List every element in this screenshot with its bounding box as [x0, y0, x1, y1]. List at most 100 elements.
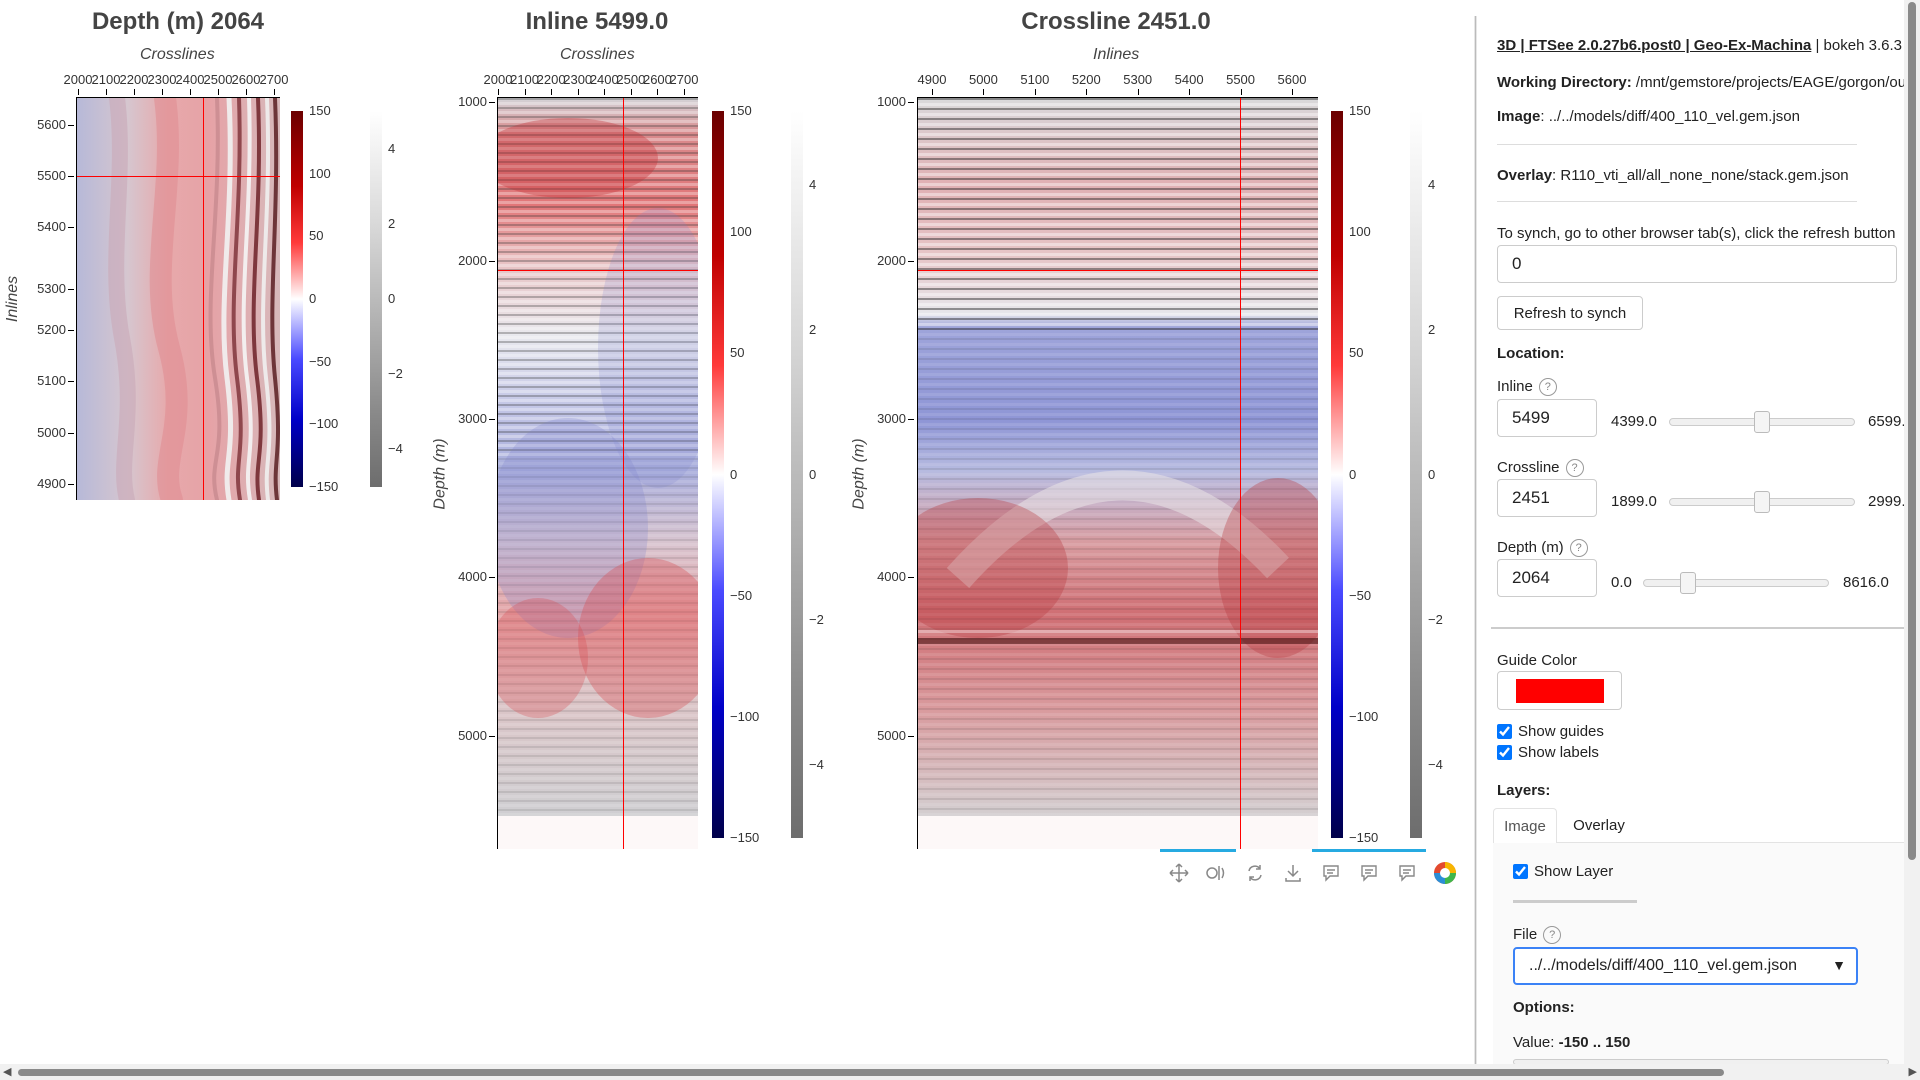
inline-section-x-axis — [497, 97, 698, 98]
show-labels-checkbox[interactable]: Show labels — [1497, 744, 1599, 761]
show-labels-input[interactable] — [1497, 745, 1512, 760]
inline-section-gray-tick: 4 — [809, 177, 817, 192]
crossline-label-row: Crossline? — [1497, 459, 1584, 478]
vertical-scrollbar[interactable] — [1904, 0, 1920, 1064]
hover-icon-3[interactable] — [1388, 849, 1426, 890]
inline-section-diverging-tick: 150 — [730, 103, 752, 118]
inline-section-seismic — [498, 98, 698, 816]
inline-section-y-axis — [497, 97, 498, 849]
options-label: Options: — [1513, 999, 1575, 1016]
depth-slider[interactable] — [1643, 579, 1829, 587]
crossline-input[interactable]: 2451 — [1497, 479, 1597, 517]
inline-section-diverging-tick: −50 — [730, 587, 753, 603]
inline-section-ytick-mark — [489, 736, 495, 737]
depth-slice-ytick-mark — [68, 484, 74, 485]
location-label: Location: — [1497, 345, 1565, 362]
inline-help-icon[interactable]: ? — [1538, 378, 1557, 397]
show-layer-input[interactable] — [1513, 864, 1528, 879]
crossline-section-xtick: 5400 — [1174, 72, 1204, 87]
app-header-bold: 3D | FTSee 2.0.27b6.post0 | Geo-Ex-Machi… — [1497, 37, 1812, 54]
wheel-zoom-icon[interactable] — [1198, 849, 1236, 890]
crossline-section-xtick: 4900 — [917, 72, 947, 87]
bokeh-logo-icon[interactable] — [1426, 856, 1464, 890]
inline-slider-handle[interactable] — [1754, 411, 1770, 433]
synch-input[interactable]: 0 — [1497, 245, 1897, 283]
depth-slice-xtick: 2700 — [259, 72, 289, 87]
depth-slice-xtick: 2100 — [91, 72, 121, 87]
crossline-section-ylabel: Depth (m) — [850, 438, 868, 510]
depth-slice-ytick-mark — [68, 227, 74, 228]
pan-icon[interactable] — [1160, 849, 1198, 890]
crossline-section-title: Crossline 2451.0 — [1021, 8, 1211, 35]
depth-input[interactable]: 2064 — [1497, 559, 1597, 597]
depth-slice-diverging-tick: 150 — [309, 103, 331, 118]
inline-section-xtick: 2100 — [510, 72, 540, 87]
crossline-section-ytick-mark — [908, 577, 914, 578]
depth-slice-ytick: 5100 — [37, 373, 66, 388]
show-layer-checkbox[interactable]: Show Layer — [1513, 863, 1613, 880]
inline-section-diverging-tick: 100 — [730, 224, 752, 240]
depth-slice-diverging-tick: 100 — [309, 165, 331, 181]
inline-section-diverging-tick: 50 — [730, 345, 745, 361]
file-label-row: File? — [1513, 926, 1562, 945]
depth-slice-image[interactable] — [77, 98, 280, 500]
inline-section-xlabel: Crosslines — [560, 46, 635, 63]
tab-overlay[interactable]: Overlay — [1573, 816, 1625, 834]
depth-slice-xtick-mark — [106, 89, 107, 95]
inline-section-xtick-mark — [630, 89, 632, 95]
scroll-right-icon[interactable]: ▶ — [1908, 1066, 1917, 1078]
depth-slice-gray-tick: −4 — [388, 441, 403, 456]
inline-section-xtick: 2700 — [669, 72, 699, 87]
inline-section-diverging-tick: 0 — [730, 466, 738, 482]
tab-image[interactable]: Image — [1493, 808, 1557, 844]
scroll-left-icon[interactable]: ◀ — [3, 1066, 12, 1078]
save-icon[interactable] — [1274, 856, 1312, 890]
hover-icon-1[interactable] — [1312, 849, 1350, 890]
layers-tabs: Image Overlay — [1493, 808, 1907, 844]
inline-section-xtick-mark — [604, 89, 606, 95]
inline-section-xtick: 2600 — [642, 72, 672, 87]
depth-slider-handle[interactable] — [1679, 572, 1696, 594]
depth-slice-xtick-mark — [218, 89, 219, 95]
horizontal-scrollbar-thumb[interactable] — [18, 1069, 1724, 1076]
depth-slice-xtick-mark — [246, 89, 247, 95]
crossline-section-xtick-mark — [1034, 89, 1036, 95]
depth-slice-ytick-mark — [68, 289, 74, 290]
working-dir-value: /mnt/gemstore/projects/EAGE/gorgon/ou — [1631, 74, 1904, 91]
crossline-section-xtick-mark — [1086, 89, 1088, 95]
crossline-slider-handle[interactable] — [1754, 491, 1770, 513]
inline-section-image[interactable] — [498, 98, 698, 849]
inline-section-diverging-colorbar — [712, 111, 724, 838]
depth-slice-title: Depth (m) 2064 — [91, 8, 265, 35]
vertical-scrollbar-thumb[interactable] — [1908, 2, 1916, 860]
crossline-section-gray-tick: 2 — [1428, 322, 1436, 337]
file-select[interactable]: ../../models/diff/400_110_vel.gem.json ▼ — [1513, 947, 1858, 985]
inline-section-diverging-tick: −100 — [730, 708, 760, 724]
horizontal-scrollbar[interactable]: ◀ ▶ — [0, 1064, 1920, 1080]
plot-toolbar — [1160, 849, 1464, 894]
show-guides-checkbox[interactable]: Show guides — [1497, 723, 1604, 740]
guide-color-label: Guide Color — [1497, 652, 1578, 669]
reset-icon[interactable] — [1236, 856, 1274, 890]
inline-input[interactable]: 5499 — [1497, 399, 1597, 437]
depth-slice-ytick-mark — [68, 176, 74, 177]
crossline-section-ytick: 3000 — [877, 411, 906, 426]
crossline-section-xtick-mark — [1137, 89, 1139, 95]
overlay-value: : R110_vti_all/all_none_none/stack.gem.j… — [1552, 167, 1849, 184]
inline-section-ytick-mark — [489, 577, 495, 578]
hover-icon-2[interactable] — [1350, 849, 1388, 890]
file-select-value: ../../models/diff/400_110_vel.gem.json — [1529, 957, 1798, 974]
depth-slice-diverging-tick: 50 — [309, 228, 324, 244]
file-help-icon[interactable]: ? — [1543, 926, 1562, 945]
inline-section-xtick-mark — [498, 89, 499, 95]
crossline-section-ytick-mark — [908, 261, 914, 262]
refresh-button[interactable]: Refresh to synch — [1497, 296, 1643, 330]
crossline-section-diverging-tick: −100 — [1349, 708, 1379, 724]
guide-color-picker[interactable] — [1497, 671, 1622, 710]
depth-help-icon[interactable]: ? — [1569, 539, 1588, 558]
crossline-section-image[interactable] — [918, 98, 1318, 849]
crossline-help-icon[interactable]: ? — [1565, 459, 1584, 478]
crossline-section-xtick-mark — [932, 89, 933, 95]
show-guides-input[interactable] — [1497, 724, 1512, 739]
image-line: Image: ../../models/diff/400_110_vel.gem… — [1497, 108, 1800, 125]
